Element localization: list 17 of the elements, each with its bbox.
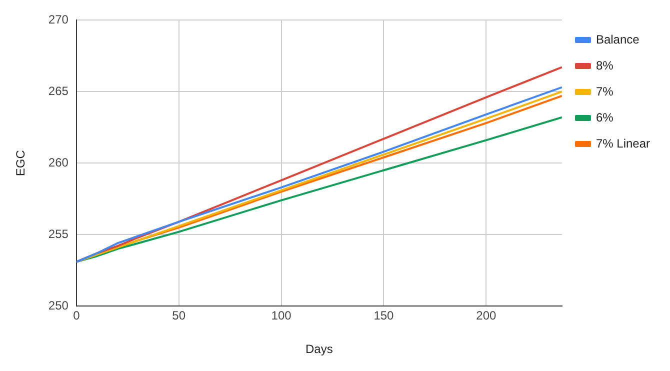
y-tick-label: 265 [48,84,69,98]
legend-label: 7% [596,84,614,98]
x-tick-label: 150 [374,308,394,323]
x-tick-label: 0 [73,308,80,323]
x-tick-label: 200 [476,308,496,323]
legend-label: 6% [596,110,614,124]
y-tick-label: 260 [48,155,69,170]
x-tick-label: 100 [271,308,292,323]
y-tick-label: 255 [48,226,69,241]
legend-label: Balance [596,32,640,46]
x-tick-label: 50 [172,308,186,323]
legend-label: 7% Linear [596,136,650,150]
y-tick-label: 270 [48,12,69,26]
x-axis-title: Days [306,342,333,356]
legend-label: 8% [596,58,614,72]
y-axis-title: EGC [14,150,28,176]
y-tick-label: 250 [48,298,69,313]
